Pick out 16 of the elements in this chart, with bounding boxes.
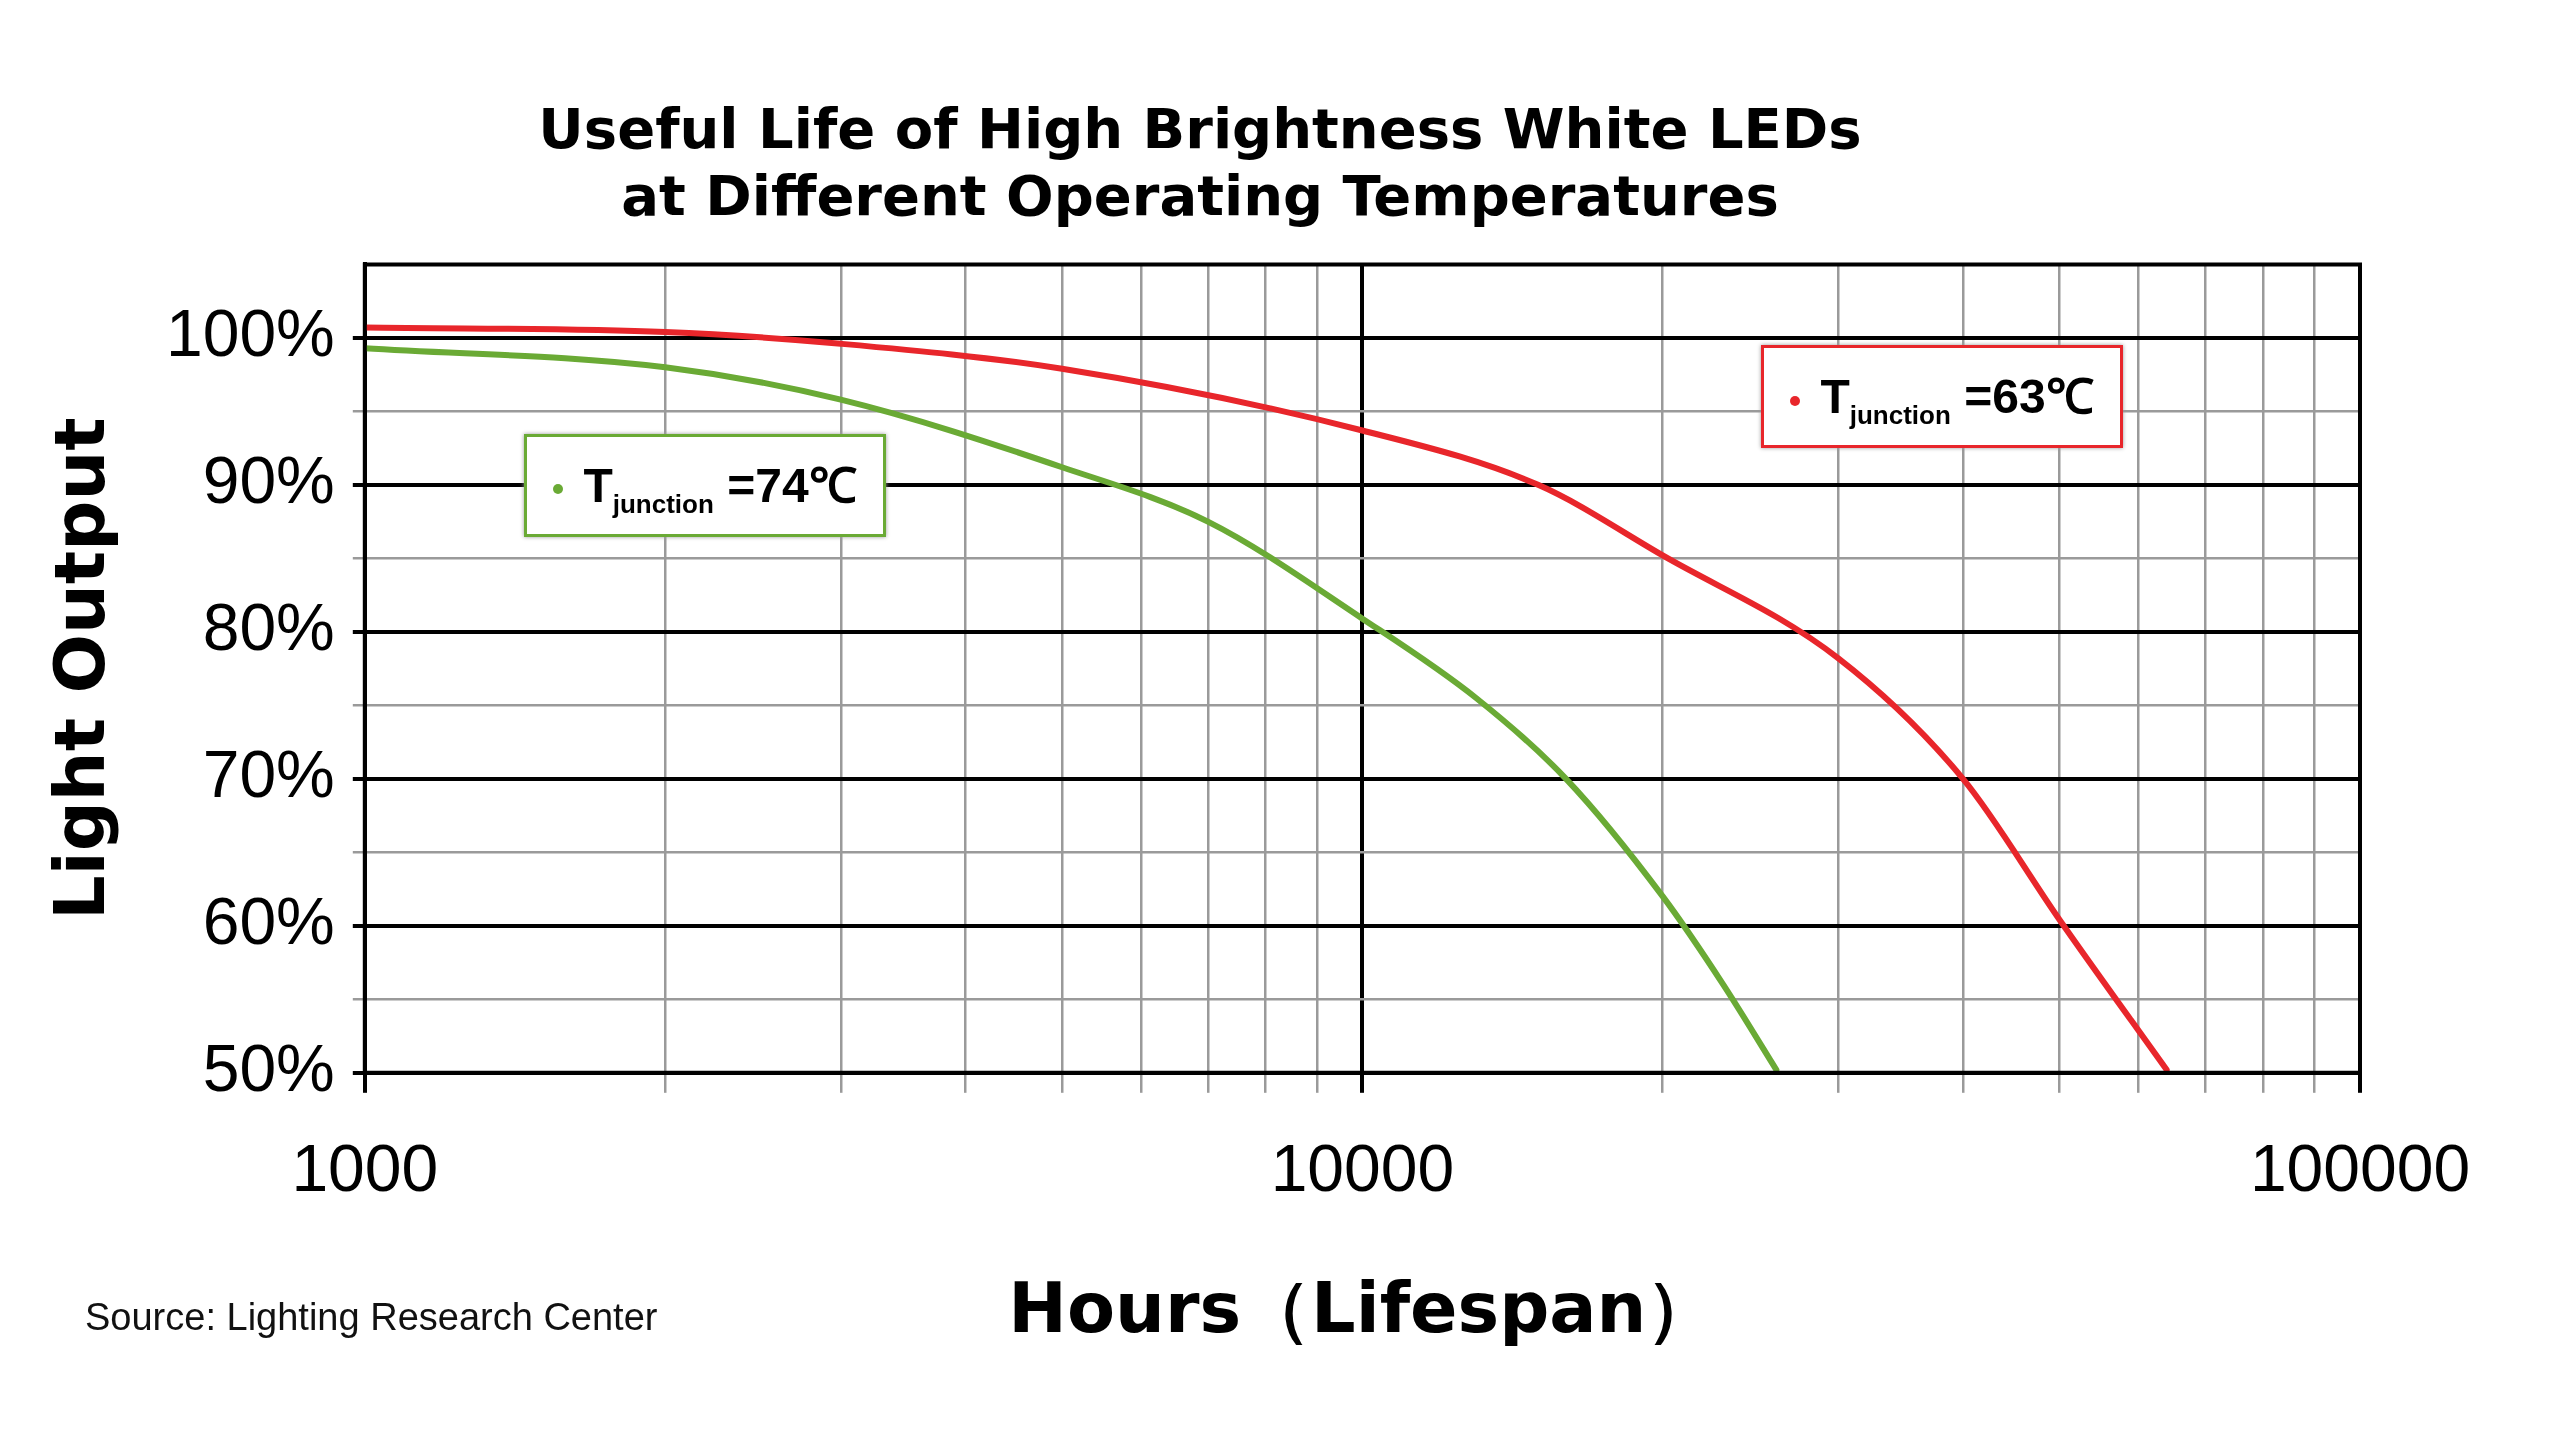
- y-tick-label: 50%: [202, 1031, 335, 1105]
- legend-label: T$_{junction}$ =74℃: [524, 434, 886, 537]
- text: at Different Operating Temperatures: [621, 163, 1779, 229]
- y-tick-label: 100%: [165, 296, 335, 371]
- y-tick-label: 90%: [202, 443, 335, 518]
- y-tick-label: 60%: [202, 884, 335, 959]
- y-tick-label: 70%: [202, 737, 335, 812]
- x-tick-label: 1000: [291, 1130, 439, 1205]
- y-axis-title: Light Output: [39, 417, 122, 920]
- x-tick-label: 100000: [2249, 1130, 2471, 1205]
- text: Useful Life of High Brightness White LEDs: [538, 96, 1862, 162]
- y-tick-label: 80%: [202, 590, 335, 665]
- legend-label: T$_{junction}$ =63℃: [1761, 345, 2123, 448]
- source-note: Source: Lighting Research Center: [85, 1296, 658, 1339]
- x-tick-label: 10000: [1270, 1130, 1455, 1205]
- x-axis-title: Hours（Lifespan）: [1008, 1267, 1717, 1350]
